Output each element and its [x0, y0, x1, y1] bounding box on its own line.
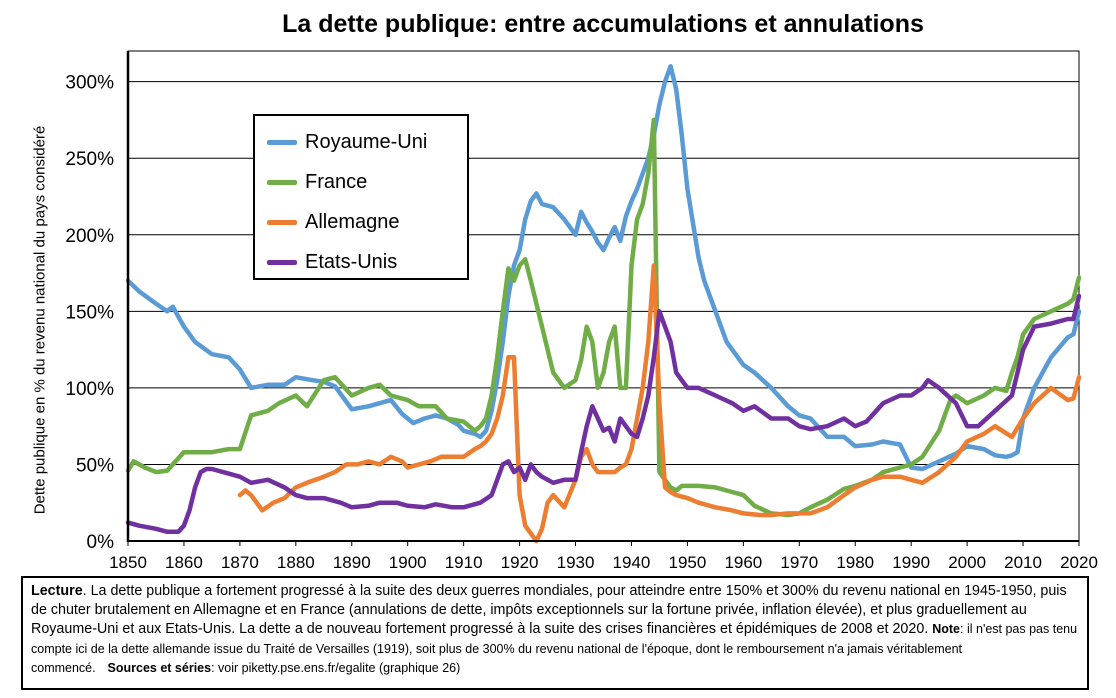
x-tick-label: 1980 — [836, 553, 874, 572]
x-tick-label: 1900 — [389, 553, 427, 572]
sources-text: : voir piketty.pse.ens.fr/egalite (graph… — [211, 660, 461, 675]
x-tick-label: 2000 — [948, 553, 986, 572]
sources-label: Sources et séries — [107, 660, 212, 675]
y-tick-label: 100% — [65, 379, 114, 400]
x-tick-label: 1860 — [165, 553, 203, 572]
legend-swatch-royaume-uni — [267, 139, 297, 145]
legend-swatch-etats-unis — [267, 259, 297, 265]
legend-label-royaume-uni: Royaume-Uni — [305, 130, 428, 153]
legend-item-royaume-uni: Royaume-Uni — [255, 122, 467, 162]
series-line-allemagne — [237, 263, 1082, 544]
note-label: Note — [932, 622, 961, 637]
chart-plot: 0% 50% 100% 150% 200% 250% 300% 1850 1860 1870 188… — [65, 50, 1098, 572]
x-tick-label: 1970 — [780, 553, 818, 572]
x-tick-label: 1960 — [724, 553, 762, 572]
chart-title: La dette publique: entre accumulations e… — [282, 10, 924, 38]
x-tick-label: 1880 — [277, 553, 315, 572]
x-tick-label: 1950 — [668, 553, 706, 572]
legend: Royaume-Uni France Allemagne Etats-Unis — [253, 114, 469, 280]
x-tick-label: 1920 — [501, 553, 539, 572]
lecture-text: . La dette publique a fortement progress… — [31, 583, 1067, 638]
legend-item-allemagne: Allemagne — [255, 202, 467, 242]
y-tick-label: 200% — [65, 226, 114, 247]
legend-label-france: France — [305, 170, 368, 193]
lecture-label: Lecture — [31, 583, 83, 599]
axis-layer: 0% 50% 100% 150% 200% 250% 300% 1850 1860 1870 188… — [65, 51, 1098, 572]
series-line-royaume-uni — [125, 64, 1082, 472]
legend-label-allemagne: Allemagne — [305, 210, 400, 233]
series-line-france — [125, 117, 1082, 518]
legend-swatch-allemagne — [267, 219, 297, 225]
x-tick-label: 1890 — [333, 553, 371, 572]
x-tick-label: 1940 — [613, 553, 651, 572]
legend-label-etats-unis: Etats-Unis — [305, 250, 398, 273]
y-tick-label: 0% — [87, 532, 115, 553]
x-tick-label: 1910 — [445, 553, 483, 572]
legend-item-etats-unis: Etats-Unis — [255, 242, 467, 282]
y-tick-label: 250% — [65, 149, 114, 170]
x-tick-label: 1850 — [109, 553, 147, 572]
legend-swatch-france — [267, 179, 297, 185]
y-tick-label: 300% — [65, 73, 114, 94]
x-tick-label: 1870 — [221, 553, 259, 572]
legend-item-france: France — [255, 162, 467, 202]
y-tick-label: 50% — [76, 455, 114, 476]
x-tick-label: 1930 — [557, 553, 595, 572]
x-tick-label: 2020 — [1060, 553, 1098, 572]
note-text: : il n'est pas pas tenu compte ici de la… — [31, 622, 1078, 675]
series-line-etats-unis — [125, 293, 1082, 535]
y-tick-label: 150% — [65, 302, 114, 323]
lecture-box: Lecture. La dette publique a fortement p… — [21, 576, 1089, 690]
series-layer — [125, 64, 1082, 544]
x-tick-label: 1990 — [892, 553, 930, 572]
x-tick-label: 2010 — [1004, 553, 1042, 572]
